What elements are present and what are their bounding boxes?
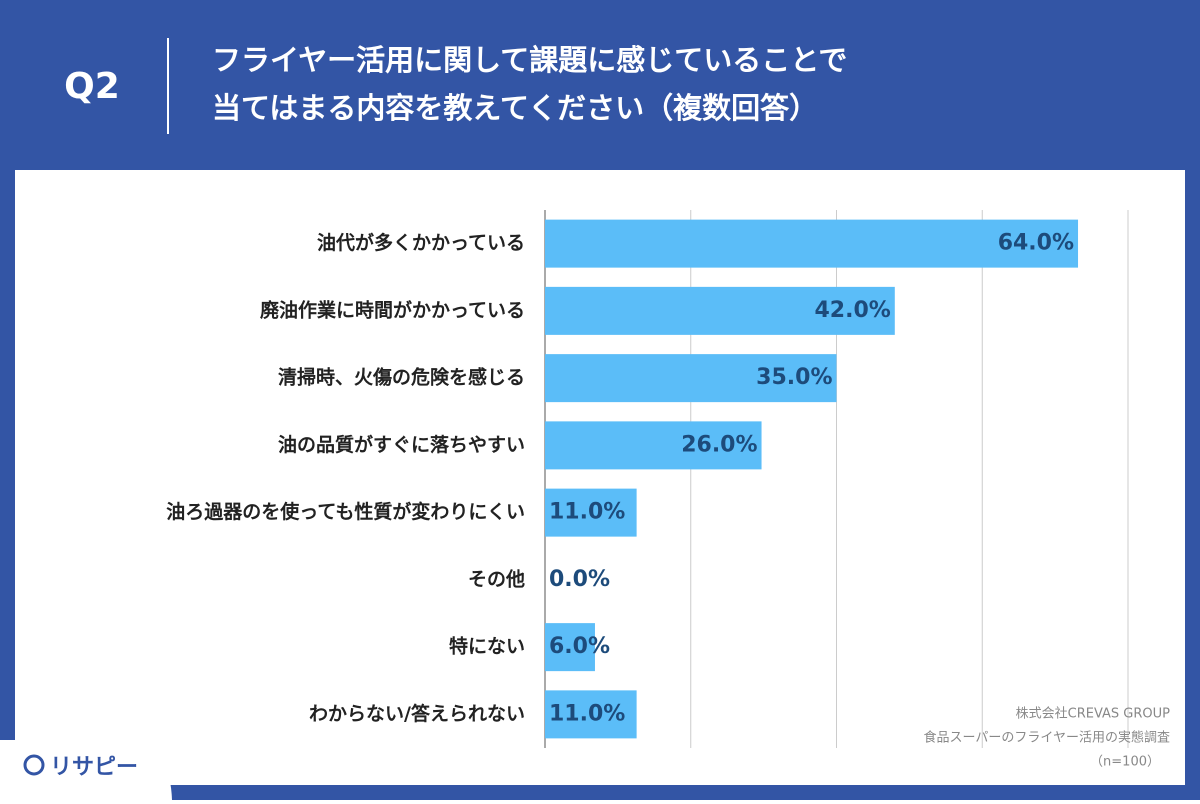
logo-icon (23, 754, 45, 776)
value-label: 11.0% (549, 701, 625, 726)
y-tick-label: 油の品質がすぐに落ちやすい (278, 433, 525, 456)
source-line: （n=100） (1090, 755, 1160, 770)
bar (545, 488, 637, 537)
bar (545, 219, 1079, 268)
source-line: 株式会社CREVAS GROUP (1016, 706, 1171, 722)
logo-badge (0, 740, 172, 800)
question-label: Q2 (64, 66, 120, 107)
value-label: 0.0% (549, 567, 610, 592)
logo: リサピー (50, 755, 138, 780)
bar (545, 286, 895, 335)
value-label: 64.0% (998, 231, 1074, 256)
title-line: 当てはまる内容を教えてください（複数回答） (212, 91, 818, 125)
bar (545, 354, 837, 403)
source-line: 食品スーパーのフライヤー活用の実態調査 (924, 730, 1170, 746)
plot: 油代が多くかかっている 64.0% 廃油作業に時間がかかっている 42.0% 清掃時、火… (166, 210, 1129, 748)
y-tick-label: その他 (468, 567, 525, 590)
bar (545, 623, 595, 672)
value-label: 26.0% (681, 432, 757, 457)
y-tick-label: わからない/答えられない (309, 702, 525, 725)
y-tick-label: 清掃時、火傷の危険を感じる (278, 366, 525, 389)
bar (545, 690, 637, 739)
title-line: フライヤー活用に関して課題に感じていることで (212, 43, 847, 77)
y-tick-label: 廃油作業に時間がかかっている (260, 298, 525, 321)
value-label: 6.0% (549, 634, 610, 659)
value-label: 35.0% (756, 365, 832, 390)
panel (15, 170, 1185, 785)
y-tick-label: 特にない (449, 636, 525, 658)
y-tick-label: 油ろ過器のを使っても性質が変わりにくい (166, 500, 525, 523)
value-label: 11.0% (549, 500, 625, 525)
y-tick-label: 油代が多くかかっている (317, 231, 525, 254)
value-label: 42.0% (814, 298, 890, 323)
bar (545, 421, 762, 470)
